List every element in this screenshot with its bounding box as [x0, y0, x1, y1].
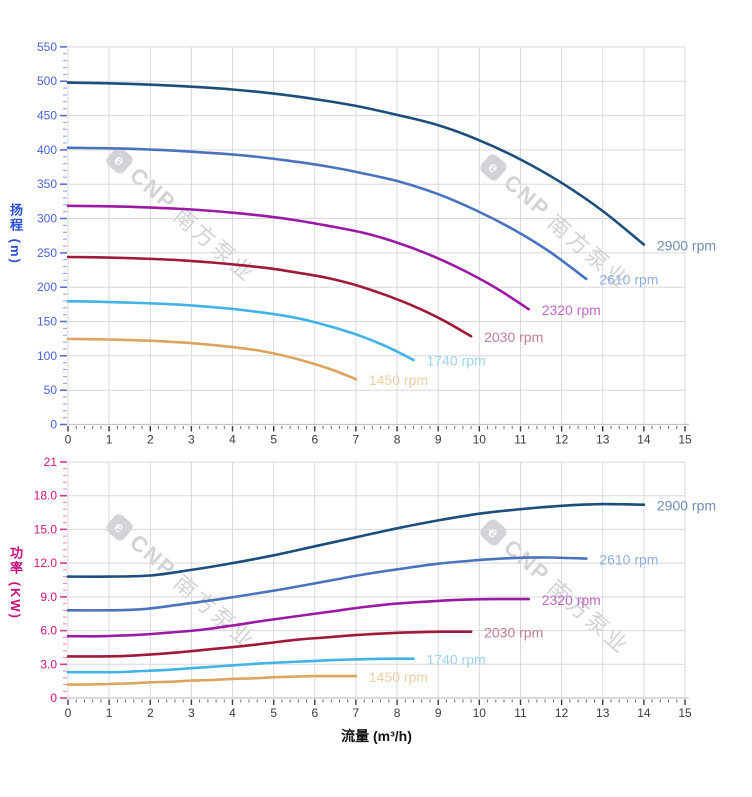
curve-label-2900-rpm-head: 2900 rpm	[657, 237, 716, 253]
head-x-tick-label: 13	[596, 433, 610, 447]
head-x-tick-label: 12	[555, 433, 569, 447]
head-axis-title: 扬程 (m)	[7, 203, 23, 265]
curve-label-2320-rpm-power: 2320 rpm	[542, 592, 601, 608]
curve-label-1450-rpm-power: 1450 rpm	[369, 669, 428, 685]
head-y-tick-label: 450	[37, 109, 57, 123]
curve-2900-rpm-power	[66, 502, 646, 578]
head-y-tick-label: 50	[44, 383, 58, 397]
curve-1450-rpm-power	[66, 674, 358, 686]
curve-label-2030-rpm-head: 2030 rpm	[484, 329, 543, 345]
curve-label-2900-rpm-power: 2900 rpm	[657, 497, 716, 513]
power-x-tick-label: 5	[270, 706, 277, 720]
head-x-tick-label: 1	[106, 433, 113, 447]
curve-label-1740-rpm-head: 1740 rpm	[427, 353, 486, 369]
head-x-tick-label: 3	[188, 433, 195, 447]
curve-label-2610-rpm-head: 2610 rpm	[599, 272, 658, 288]
curve-label-1740-rpm-power: 1740 rpm	[427, 651, 486, 667]
power-x-tick-label: 14	[637, 706, 651, 720]
power-x-tick-label: 8	[394, 706, 401, 720]
curve-label-1450-rpm-head: 1450 rpm	[369, 372, 428, 388]
head-x-tick-label: 6	[311, 433, 318, 447]
power-x-tick-label: 0	[65, 706, 72, 720]
power-y-tick-label: 3.0	[40, 657, 57, 671]
head-x-tick-label: 5	[270, 433, 277, 447]
power-y-tick-label: 15.0	[34, 522, 58, 536]
head-y-tick-label: 200	[37, 280, 57, 294]
power-x-tick-label: 1	[106, 706, 113, 720]
curve-1740-rpm-power	[66, 657, 415, 674]
head-y-tick-label: 100	[37, 349, 57, 363]
curve-2320-rpm-power	[66, 597, 530, 638]
power-axis-title: 功率 (KW)	[7, 546, 23, 620]
curve-label-2610-rpm-power: 2610 rpm	[599, 551, 658, 567]
curve-2030-rpm-power	[66, 630, 473, 658]
power-x-tick-label: 13	[596, 706, 610, 720]
power-x-tick-label: 15	[678, 706, 692, 720]
curve-2610-rpm-head	[66, 146, 588, 281]
head-y-tick-label: 150	[37, 315, 57, 329]
flow-axis-title: 流量 (m³/h)	[341, 728, 412, 744]
power-x-tick-label: 4	[229, 706, 236, 720]
head-x-tick-label: 9	[435, 433, 442, 447]
curve-1740-rpm-head	[66, 300, 415, 362]
power-x-tick-label: 7	[353, 706, 360, 720]
curve-2030-rpm-head	[66, 255, 473, 338]
head-y-tick-label: 350	[37, 177, 57, 191]
head-x-tick-label: 4	[229, 433, 236, 447]
head-x-tick-label: 8	[394, 433, 401, 447]
curve-label-2320-rpm-head: 2320 rpm	[542, 302, 601, 318]
power-x-tick-label: 12	[555, 706, 569, 720]
head-x-tick-label: 0	[65, 433, 72, 447]
head-y-tick-label: 400	[37, 143, 57, 157]
curve-1450-rpm-head	[66, 337, 358, 381]
head-y-tick-label: 550	[37, 40, 57, 54]
head-x-tick-label: 7	[353, 433, 360, 447]
curve-2900-rpm-head	[66, 81, 646, 246]
curve-2610-rpm-power	[66, 556, 588, 612]
power-x-tick-label: 9	[435, 706, 442, 720]
power-x-tick-label: 10	[473, 706, 487, 720]
power-y-tick-label: 9.0	[40, 590, 57, 604]
power-y-tick-label: 6.0	[40, 624, 57, 638]
power-y-tick-label: 12.0	[34, 556, 58, 570]
head-y-tick-label: 500	[37, 74, 57, 88]
power-x-tick-label: 6	[311, 706, 318, 720]
head-x-tick-label: 11	[514, 433, 527, 447]
curve-2320-rpm-head	[66, 204, 530, 311]
head-x-tick-label: 15	[678, 433, 692, 447]
head-y-tick-label: 300	[37, 212, 57, 226]
head-y-tick-label: 0	[50, 418, 57, 432]
power-x-tick-label: 2	[147, 706, 154, 720]
power-y-tick-label: 18.0	[34, 489, 58, 503]
curve-label-2030-rpm-power: 2030 rpm	[484, 624, 543, 640]
power-x-tick-label: 3	[188, 706, 195, 720]
head-y-tick-label: 250	[37, 246, 57, 260]
head-x-tick-label: 10	[473, 433, 487, 447]
power-y-tick-label: 21	[44, 455, 58, 469]
power-y-tick-label: 0	[50, 691, 57, 705]
power-x-tick-label: 11	[514, 706, 527, 720]
head-x-tick-label: 2	[147, 433, 154, 447]
head-x-tick-label: 14	[637, 433, 651, 447]
